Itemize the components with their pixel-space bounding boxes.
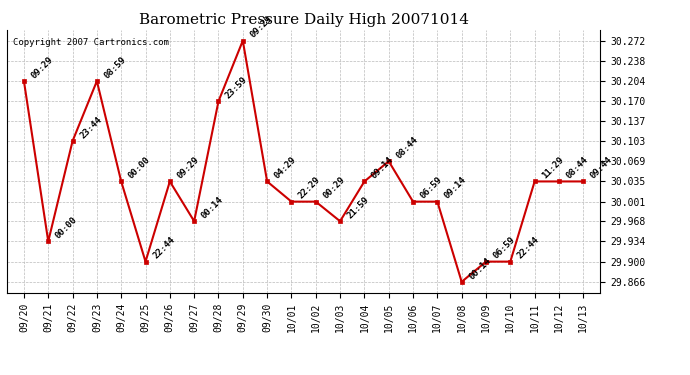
Text: 09:14: 09:14 — [370, 155, 395, 181]
Text: 00:14: 00:14 — [467, 256, 493, 281]
Text: 00:00: 00:00 — [127, 155, 152, 181]
Text: 22:44: 22:44 — [516, 236, 541, 261]
Text: 21:59: 21:59 — [346, 195, 371, 220]
Title: Barometric Pressure Daily High 20071014: Barometric Pressure Daily High 20071014 — [139, 13, 469, 27]
Text: 06:59: 06:59 — [491, 236, 517, 261]
Text: 23:44: 23:44 — [78, 115, 104, 140]
Text: 11:29: 11:29 — [540, 155, 566, 181]
Text: 09:44: 09:44 — [589, 155, 614, 181]
Text: 09:29: 09:29 — [248, 15, 274, 40]
Text: 09:14: 09:14 — [443, 176, 469, 201]
Text: 00:29: 00:29 — [322, 176, 346, 201]
Text: Copyright 2007 Cartronics.com: Copyright 2007 Cartronics.com — [13, 38, 169, 47]
Text: 04:29: 04:29 — [273, 155, 298, 181]
Text: 08:59: 08:59 — [102, 55, 128, 80]
Text: 08:44: 08:44 — [394, 135, 420, 160]
Text: 09:29: 09:29 — [30, 55, 55, 80]
Text: 08:44: 08:44 — [564, 155, 590, 181]
Text: 00:00: 00:00 — [54, 215, 79, 241]
Text: 22:29: 22:29 — [297, 176, 322, 201]
Text: 06:59: 06:59 — [419, 176, 444, 201]
Text: 00:14: 00:14 — [199, 195, 225, 220]
Text: 09:29: 09:29 — [175, 155, 201, 181]
Text: 22:44: 22:44 — [151, 236, 177, 261]
Text: 23:59: 23:59 — [224, 75, 249, 100]
